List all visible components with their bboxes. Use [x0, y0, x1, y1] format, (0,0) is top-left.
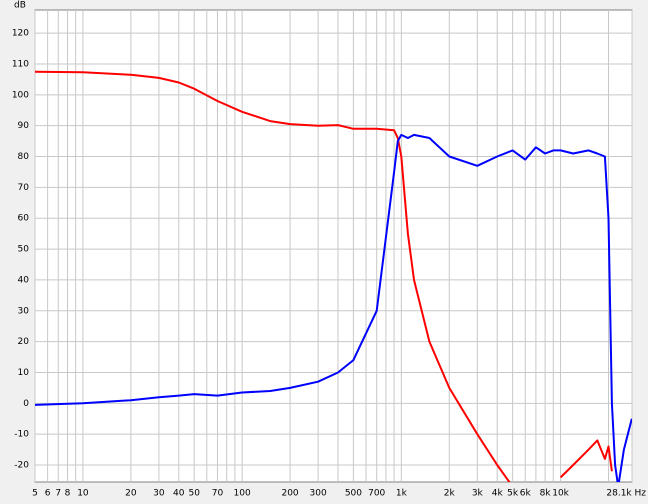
x-tick-label: 40: [173, 489, 185, 499]
y-tick-label: 110: [12, 59, 29, 69]
x-tick-label: 5k: [507, 489, 519, 499]
y-tick-label: 10: [18, 368, 30, 378]
x-tick-label: 30: [153, 489, 165, 499]
y-tick-label: 90: [18, 121, 30, 131]
x-tick-label: 700: [368, 489, 385, 499]
x-tick-label: 10k: [552, 489, 569, 499]
series-line: [35, 70, 613, 482]
x-tick-label: 8k: [540, 489, 552, 499]
x-tick-label: 200: [281, 489, 298, 499]
y-tick-label: 40: [18, 275, 30, 285]
y-tick-label: 30: [18, 306, 30, 316]
y-tick-label: 50: [18, 245, 30, 255]
x-tick-label: 3k: [472, 489, 484, 499]
x-tick-label: 5: [32, 489, 38, 499]
plot-area: [34, 9, 633, 483]
x-tick-label: 300: [310, 489, 327, 499]
y-tick-label: 20: [18, 337, 30, 347]
y-tick-label: 120: [12, 29, 29, 39]
y-tick-label: -20: [14, 461, 29, 471]
x-tick-label: 8: [65, 489, 71, 499]
x-tick-label: 500: [345, 489, 362, 499]
x-tick-label: 10: [77, 489, 89, 499]
y-axis-label: dB: [14, 1, 26, 11]
x-tick-label: 4k: [492, 489, 504, 499]
series-line: [35, 133, 632, 482]
x-tick-label: 50: [188, 489, 200, 499]
y-tick-label: 80: [18, 152, 30, 162]
x-tick-label: 1k: [396, 489, 408, 499]
y-tick-label: 60: [18, 214, 30, 224]
y-tick-label: 100: [12, 90, 29, 100]
y-tick-label: 0: [23, 399, 29, 409]
y-tick-label: -10: [14, 430, 29, 440]
x-tick-label: 20: [125, 489, 137, 499]
y-tick-label: 70: [18, 183, 30, 193]
x-tick-label: 28.1k Hz: [606, 489, 646, 499]
x-tick-label: 100: [234, 489, 251, 499]
x-tick-label: 7: [55, 489, 61, 499]
x-tick-label: 2k: [444, 489, 456, 499]
x-tick-label: 6k: [520, 489, 532, 499]
x-tick-label: 6: [45, 489, 51, 499]
x-tick-label: 70: [212, 489, 224, 499]
